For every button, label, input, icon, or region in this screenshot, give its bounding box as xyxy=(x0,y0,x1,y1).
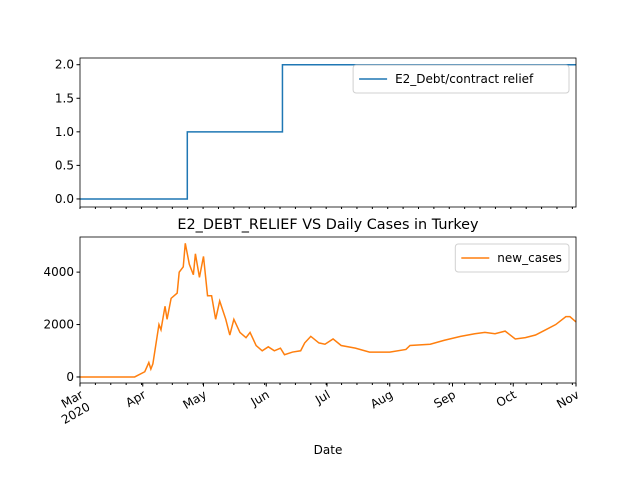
x-tick-label: May xyxy=(181,387,209,412)
x-tick-label: Jul xyxy=(312,387,332,407)
axes-frame xyxy=(79,236,577,384)
x-tick-label: Apr xyxy=(123,387,148,410)
series-line xyxy=(80,243,577,378)
y-tick-label: 0 xyxy=(66,370,74,384)
chart-title: E2_DEBT_RELIEF VS Daily Cases in Turkey xyxy=(177,217,479,233)
y-tick-label: 4000 xyxy=(43,265,74,279)
x-axis-label: Date xyxy=(314,443,343,457)
legend-label: E2_Debt/contract relief xyxy=(395,72,534,86)
x-tick-label: Aug xyxy=(368,387,395,411)
x-tick-label: Jun xyxy=(248,387,272,409)
legend-label: new_cases xyxy=(497,251,562,265)
y-tick-label: 0.0 xyxy=(55,192,74,206)
x-tick-label: Nov xyxy=(554,387,581,411)
x-tick-label: Sep xyxy=(431,387,458,410)
x-tick-label: Mar2020 xyxy=(52,387,93,427)
series-line xyxy=(80,63,576,200)
x-tick-label: Oct xyxy=(494,387,519,410)
legend-box xyxy=(454,243,570,273)
y-tick-label: 1.0 xyxy=(55,125,74,139)
legend-box xyxy=(352,64,570,94)
y-tick-label: 1.5 xyxy=(55,91,74,105)
y-tick-label: 2000 xyxy=(43,318,74,332)
y-tick-label: 2.0 xyxy=(55,58,74,72)
y-tick-label: 0.5 xyxy=(55,158,74,172)
axes-frame xyxy=(79,57,577,208)
